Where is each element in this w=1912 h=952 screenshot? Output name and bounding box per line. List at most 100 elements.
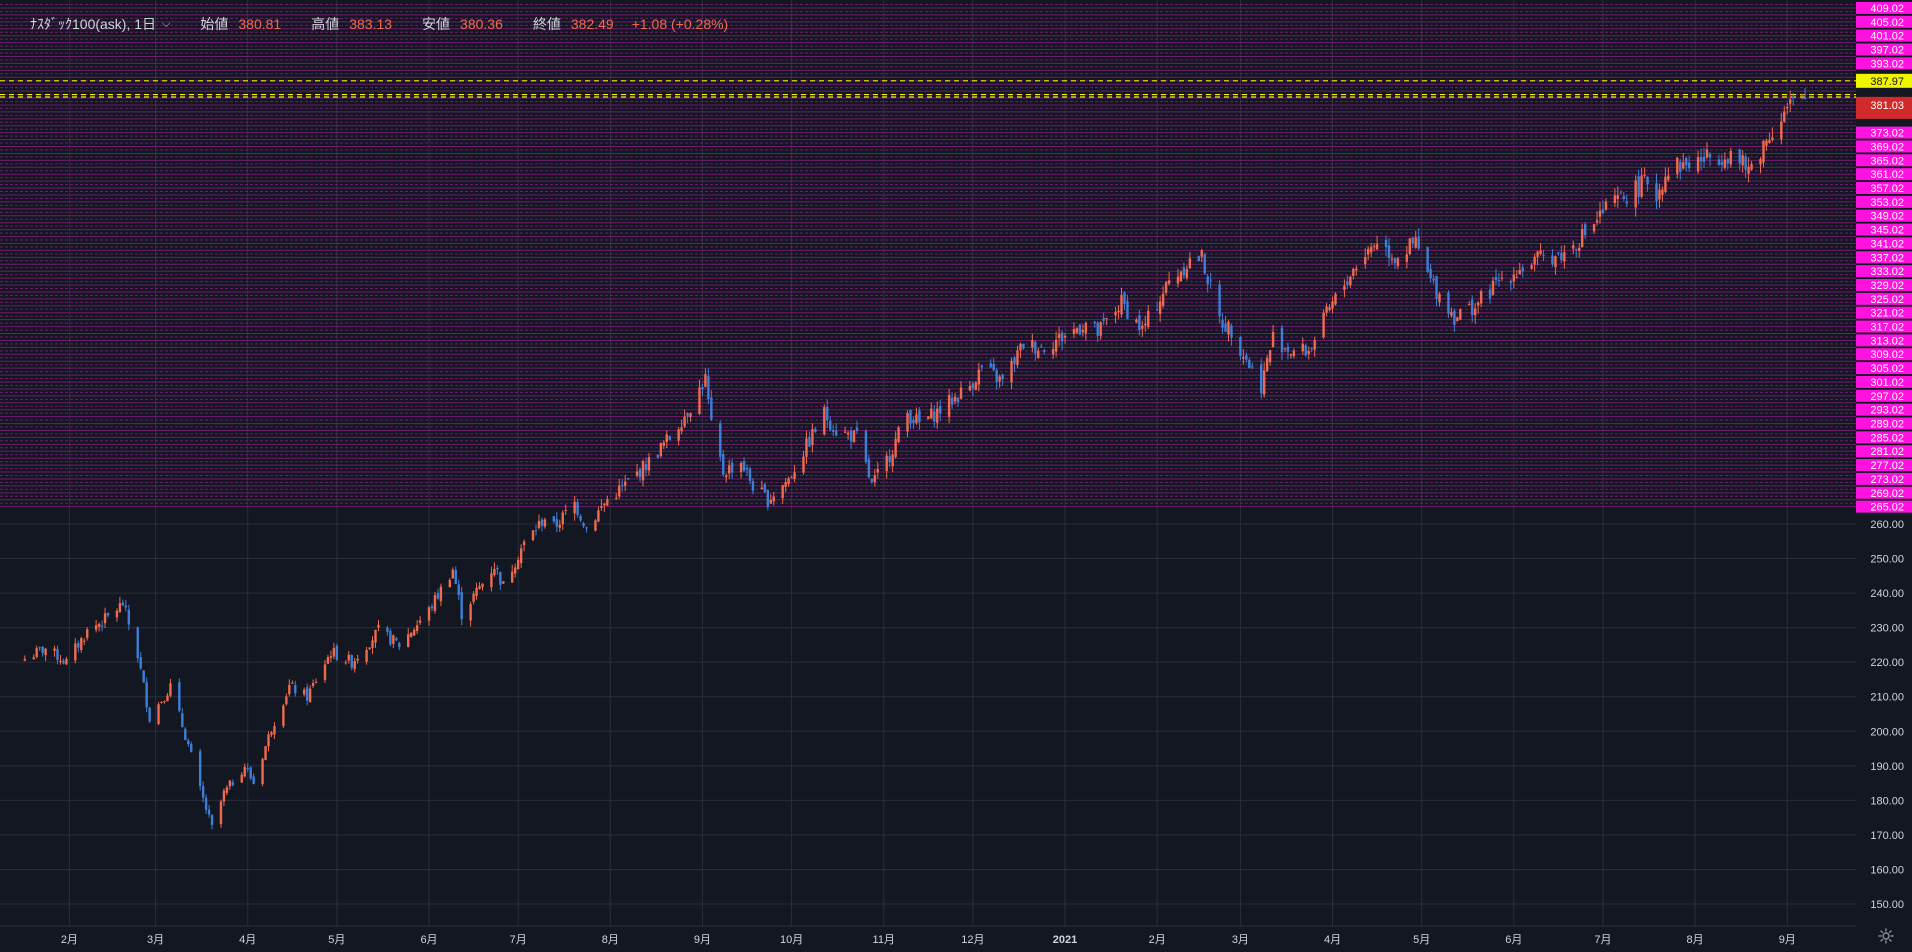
candle-down[interactable] <box>1304 345 1307 356</box>
candle-down[interactable] <box>1509 280 1513 283</box>
candle-up[interactable] <box>1054 339 1058 352</box>
candle-down[interactable] <box>742 461 746 471</box>
candle-down[interactable] <box>748 468 752 482</box>
candle-down[interactable] <box>62 660 65 664</box>
candle-up[interactable] <box>953 396 957 402</box>
time-axis-label[interactable]: 3月 <box>147 934 164 946</box>
time-axis-label[interactable]: 8月 <box>1687 934 1704 946</box>
candle-up[interactable] <box>1414 237 1417 248</box>
candle-up[interactable] <box>760 487 764 490</box>
candle-down[interactable] <box>1034 341 1037 354</box>
candle-down[interactable] <box>638 469 642 478</box>
candle-up[interactable] <box>1643 174 1646 176</box>
level-label[interactable]: 265.02 <box>1870 502 1904 514</box>
gear-icon[interactable] <box>1878 928 1894 944</box>
candle-up[interactable] <box>891 454 894 467</box>
candle-up[interactable] <box>490 573 493 588</box>
level-label[interactable]: 329.02 <box>1870 280 1904 292</box>
candle-up[interactable] <box>662 442 666 446</box>
candle-up[interactable] <box>1355 268 1358 271</box>
candle-up[interactable] <box>1479 291 1483 304</box>
candle-up[interactable] <box>659 442 663 457</box>
candle-down[interactable] <box>1720 161 1724 165</box>
candle-down[interactable] <box>204 797 208 810</box>
candle-down[interactable] <box>38 647 41 649</box>
price-axis-label[interactable]: 260.00 <box>1870 519 1904 531</box>
level-label[interactable]: 305.02 <box>1870 363 1904 375</box>
candle-down[interactable] <box>1346 281 1349 285</box>
candle-up[interactable] <box>1768 140 1771 144</box>
candle-down[interactable] <box>832 429 835 432</box>
candle-up[interactable] <box>83 640 86 642</box>
candle-up[interactable] <box>876 468 879 473</box>
candle-down[interactable] <box>585 527 588 529</box>
candle-down[interactable] <box>939 406 942 414</box>
candle-up[interactable] <box>1325 306 1328 313</box>
level-label[interactable]: 317.02 <box>1870 322 1904 334</box>
candle-down[interactable] <box>1432 278 1435 281</box>
candle-up[interactable] <box>787 478 790 485</box>
candle-up[interactable] <box>947 394 951 417</box>
candle-up[interactable] <box>1271 331 1275 347</box>
candle-down[interactable] <box>989 363 992 368</box>
price-axis-label[interactable]: 220.00 <box>1870 657 1904 669</box>
candle-up[interactable] <box>371 640 374 649</box>
candle-down[interactable] <box>139 657 142 669</box>
candle-up[interactable] <box>1105 317 1108 319</box>
candle-up[interactable] <box>1019 343 1022 351</box>
candle-down[interactable] <box>620 484 624 486</box>
candle-up[interactable] <box>1667 175 1670 180</box>
candle-down[interactable] <box>1387 245 1391 259</box>
candle-up[interactable] <box>1518 269 1521 275</box>
candle-up[interactable] <box>558 524 561 528</box>
candle-up[interactable] <box>1167 280 1171 284</box>
candle-down[interactable] <box>1583 224 1587 236</box>
candle-down[interactable] <box>763 484 767 493</box>
candle-up[interactable] <box>243 766 246 777</box>
candle-down[interactable] <box>995 370 998 383</box>
candle-up[interactable] <box>727 465 731 474</box>
candle-up[interactable] <box>291 682 294 684</box>
candle-up[interactable] <box>906 413 909 432</box>
candle-up[interactable] <box>516 559 520 570</box>
candle-up[interactable] <box>163 701 166 703</box>
candle-down[interactable] <box>1435 276 1438 299</box>
price-axis-label[interactable]: 240.00 <box>1870 588 1904 600</box>
candle-down[interactable] <box>1619 192 1623 194</box>
time-axis-label[interactable]: 7月 <box>510 934 527 946</box>
candle-up[interactable] <box>427 607 431 621</box>
candle-up[interactable] <box>1408 238 1411 255</box>
candle-down[interactable] <box>1429 268 1432 279</box>
candle-up[interactable] <box>409 632 413 637</box>
time-axis-label[interactable]: 4月 <box>1324 934 1341 946</box>
candle-up[interactable] <box>1598 210 1602 217</box>
candle-down[interactable] <box>1557 252 1560 254</box>
candle-up[interactable] <box>1578 247 1581 251</box>
candle-down[interactable] <box>1286 346 1290 352</box>
candle-down[interactable] <box>1655 183 1658 201</box>
candle-up[interactable] <box>1750 164 1753 170</box>
level-label[interactable]: 293.02 <box>1870 405 1904 417</box>
candle-down[interactable] <box>231 782 235 786</box>
candle-down[interactable] <box>124 605 128 608</box>
candle-down[interactable] <box>870 478 874 483</box>
candle-up[interactable] <box>1592 224 1596 232</box>
candle-up[interactable] <box>1762 140 1765 163</box>
level-label[interactable]: 373.02 <box>1870 128 1904 140</box>
candle-down[interactable] <box>499 571 502 585</box>
candle-down[interactable] <box>1022 343 1025 349</box>
candle-down[interactable] <box>656 455 660 458</box>
candle-down[interactable] <box>1646 176 1649 185</box>
candle-up[interactable] <box>968 386 972 391</box>
candle-up[interactable] <box>769 499 772 504</box>
candle-up[interactable] <box>311 683 315 686</box>
candle-up[interactable] <box>356 658 359 661</box>
candle-up[interactable] <box>166 695 169 702</box>
candle-down[interactable] <box>1708 154 1712 158</box>
candle-up[interactable] <box>522 541 526 546</box>
candle-down[interactable] <box>1280 327 1284 353</box>
candle-up[interactable] <box>600 506 603 508</box>
candle-down[interactable] <box>1138 315 1141 331</box>
candle-down[interactable] <box>1043 350 1046 352</box>
candle-up[interactable] <box>1595 220 1599 223</box>
